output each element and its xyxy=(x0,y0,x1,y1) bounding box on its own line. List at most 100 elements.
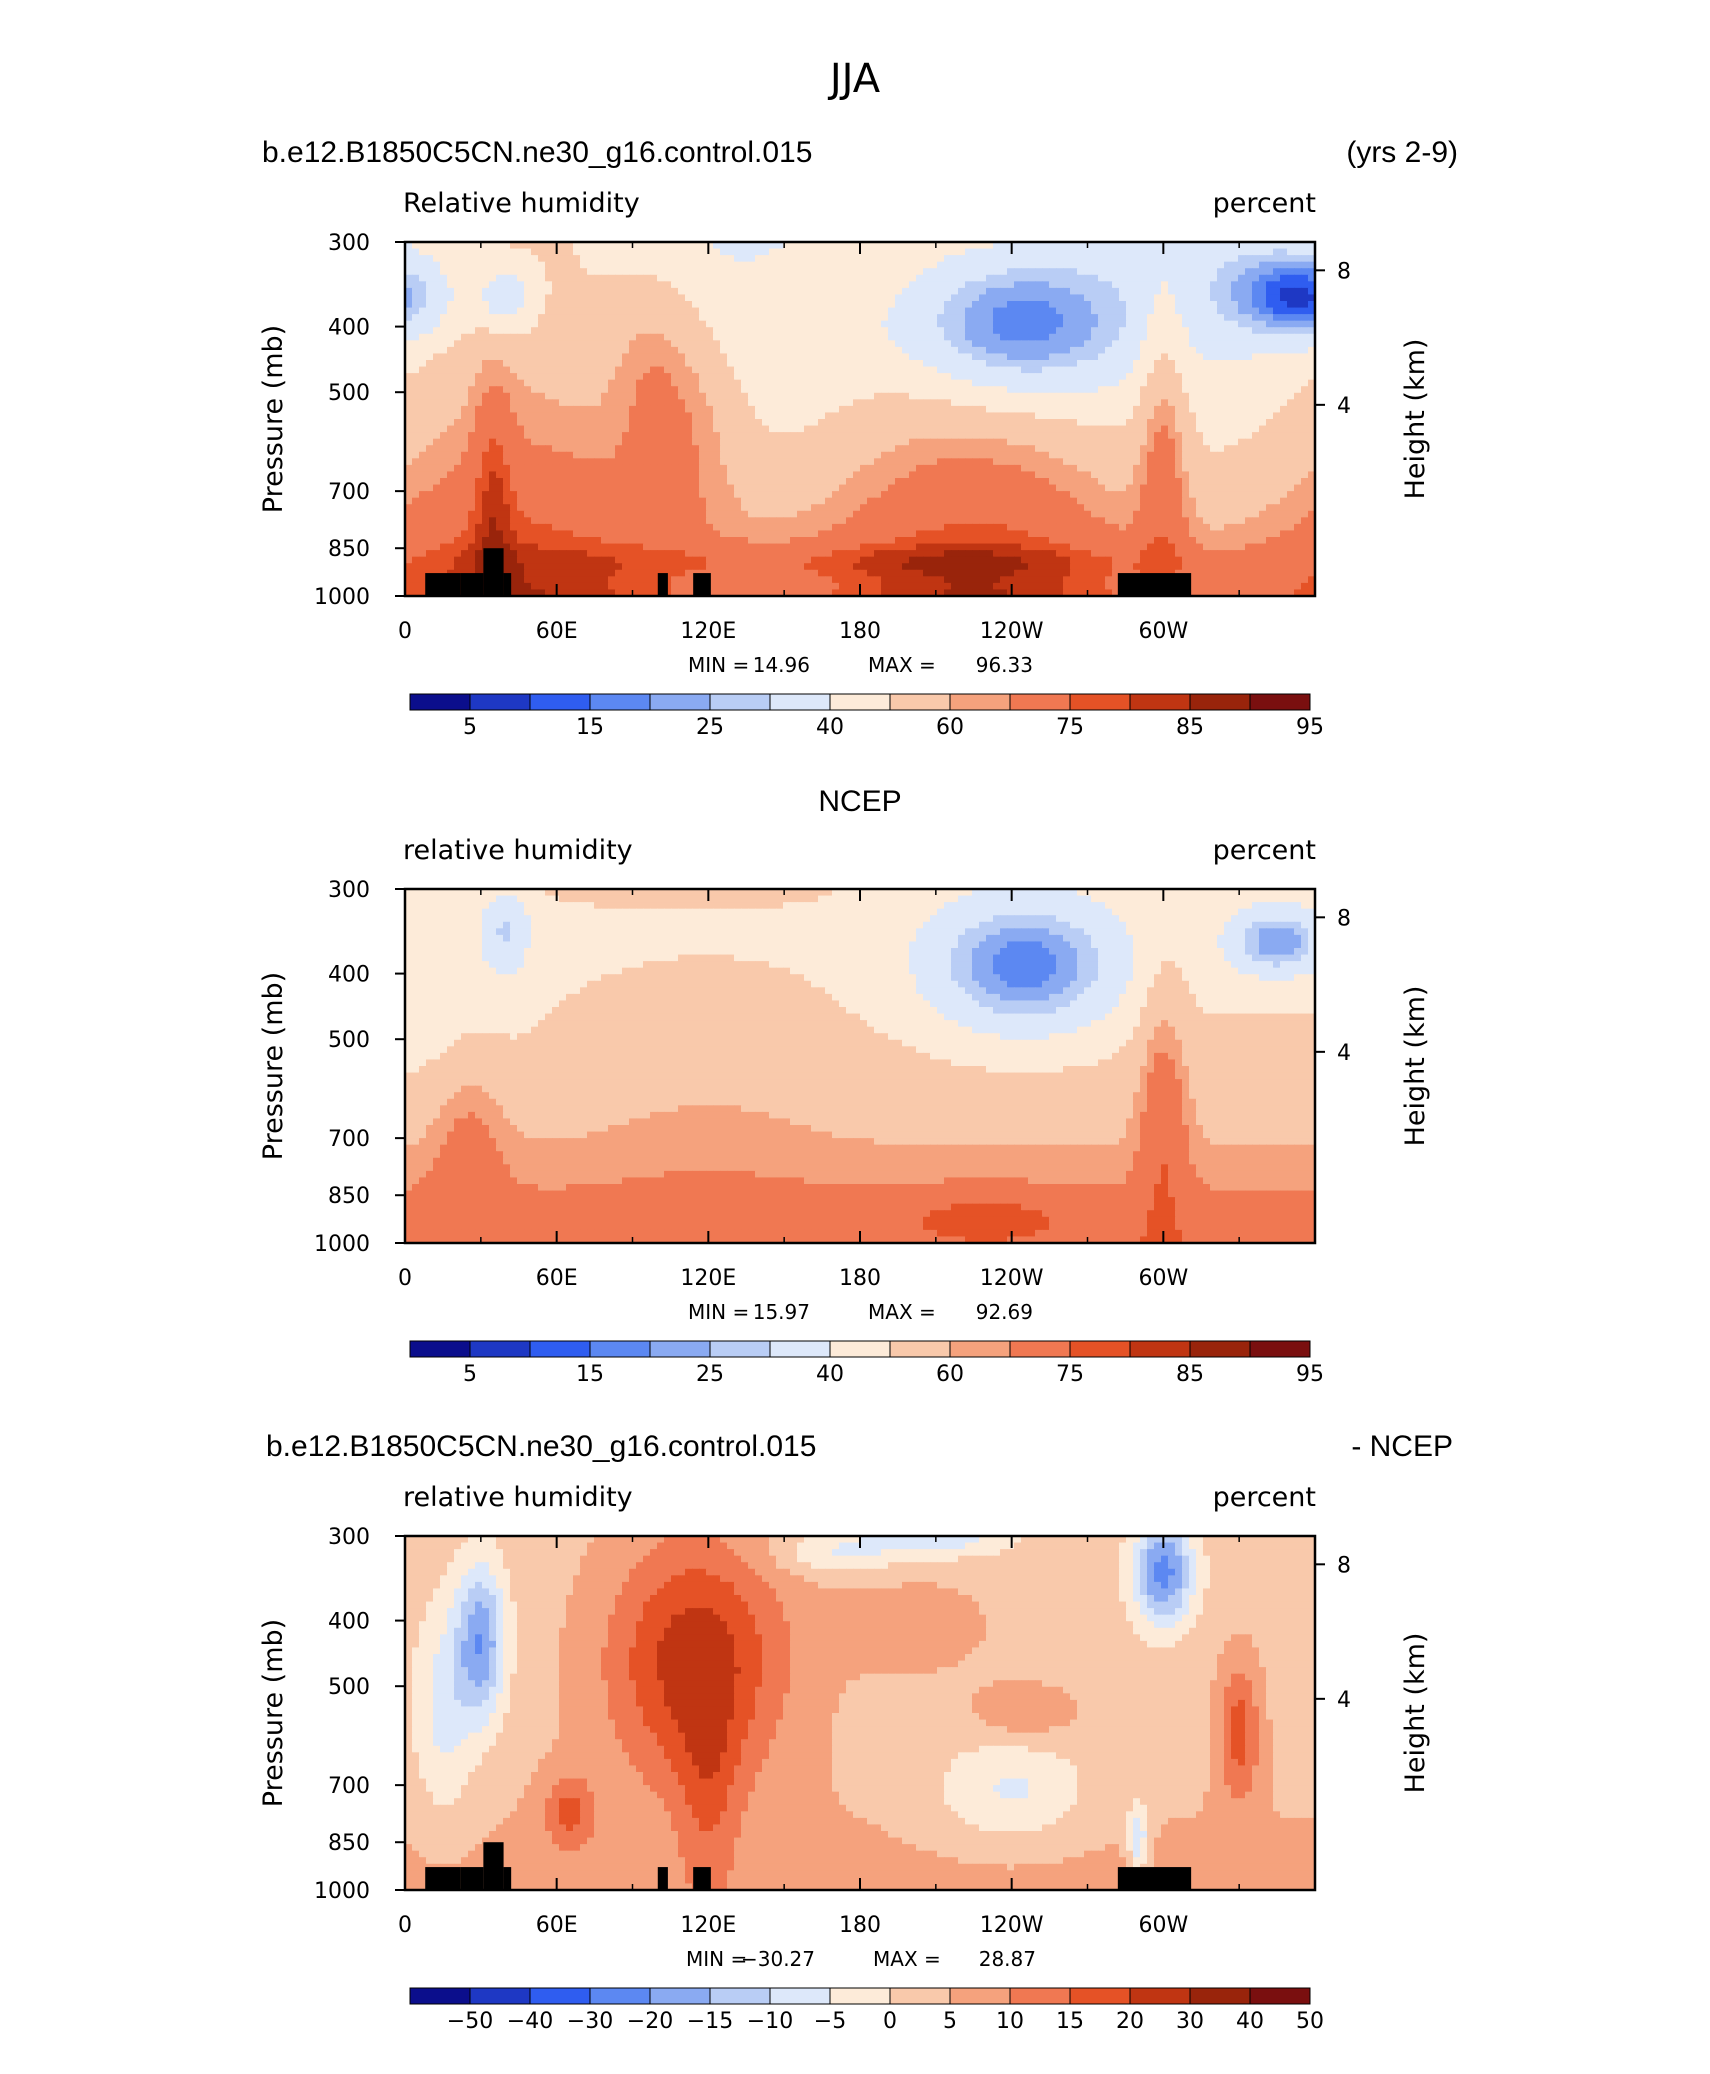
contour-cell xyxy=(993,333,1001,341)
contour-cell xyxy=(895,478,903,486)
contour-cell xyxy=(755,340,763,348)
contour-cell xyxy=(1238,471,1246,479)
contour-cell xyxy=(1077,287,1085,296)
contour-cell xyxy=(552,386,560,394)
contour-cell xyxy=(587,242,595,250)
contour-cell xyxy=(426,419,434,427)
contour-cell xyxy=(447,438,455,446)
contour-cell xyxy=(874,405,882,414)
contour-cell xyxy=(979,373,987,381)
contour-cell xyxy=(937,268,945,276)
contour-cell xyxy=(657,438,665,446)
contour-cell xyxy=(615,419,623,427)
contour-cell xyxy=(930,281,938,289)
contour-cell xyxy=(580,294,588,302)
contour-cell xyxy=(1252,471,1260,479)
contour-cell xyxy=(888,438,896,446)
contour-cell xyxy=(979,478,987,486)
contour-cell xyxy=(1112,366,1120,374)
contour-cell xyxy=(699,399,707,407)
contour-cell xyxy=(1308,346,1315,355)
contour-cell xyxy=(678,478,686,486)
contour-cell xyxy=(1105,432,1113,440)
contour-cell xyxy=(1182,405,1190,414)
contour-cell xyxy=(419,314,427,322)
contour-cell xyxy=(727,248,735,256)
contour-cell xyxy=(1014,458,1022,466)
contour-cell xyxy=(727,287,735,296)
contour-cell xyxy=(1105,281,1113,289)
contour-cell xyxy=(1175,307,1183,315)
contour-cell xyxy=(552,314,560,322)
contour-cell xyxy=(762,445,770,453)
contour-cell xyxy=(839,353,847,361)
contour-cell xyxy=(867,307,875,315)
contour-cell xyxy=(447,346,455,355)
contour-cell xyxy=(860,340,868,348)
contour-cell xyxy=(832,301,840,309)
contour-cell xyxy=(1007,379,1015,387)
contour-cell xyxy=(643,478,651,486)
contour-cell xyxy=(993,314,1001,322)
contour-cell xyxy=(629,379,637,387)
contour-cell xyxy=(405,399,413,407)
contour-cell xyxy=(461,287,469,296)
contour-cell xyxy=(1070,419,1078,427)
contour-cell xyxy=(769,327,777,335)
contour-cell xyxy=(489,314,497,322)
contour-cell xyxy=(1014,471,1022,479)
contour-cell xyxy=(846,307,854,315)
contour-cell xyxy=(1280,320,1288,328)
contour-cell xyxy=(790,274,798,282)
contour-cell xyxy=(447,478,455,486)
contour-cell xyxy=(727,281,735,289)
contour-cell xyxy=(510,242,518,250)
contour-cell xyxy=(706,314,714,322)
contour-cell xyxy=(1014,248,1022,256)
contour-cell xyxy=(419,386,427,394)
contour-cell xyxy=(1035,412,1043,420)
contour-cell xyxy=(1273,405,1281,414)
contour-cell xyxy=(1273,301,1281,309)
contour-cell xyxy=(1007,438,1015,446)
contour-cell xyxy=(1021,379,1029,387)
contour-cell xyxy=(1196,360,1204,368)
contour-cell xyxy=(1287,360,1295,368)
contour-cell xyxy=(1308,287,1315,296)
contour-cell xyxy=(769,255,777,263)
contour-cell xyxy=(594,484,602,492)
contour-cell xyxy=(993,432,1001,440)
contour-cell xyxy=(1308,445,1315,453)
contour-cell xyxy=(573,346,581,355)
contour-cell xyxy=(853,445,861,453)
contour-cell xyxy=(622,484,630,492)
contour-cell xyxy=(860,438,868,446)
contour-cell xyxy=(1175,432,1183,440)
contour-cell xyxy=(1280,242,1288,250)
contour-cell xyxy=(853,268,861,276)
contour-cell xyxy=(538,314,546,322)
contour-cell xyxy=(1238,268,1246,276)
contour-cell xyxy=(426,438,434,446)
contour-cell xyxy=(930,419,938,427)
contour-cell xyxy=(468,314,476,322)
contour-cell xyxy=(510,333,518,341)
contour-cell xyxy=(524,438,532,446)
contour-cell xyxy=(1021,399,1029,407)
contour-cell xyxy=(993,451,1001,459)
contour-cell xyxy=(475,281,483,289)
contour-cell xyxy=(902,379,910,387)
contour-cell xyxy=(1175,471,1183,479)
contour-cell xyxy=(825,360,833,368)
contour-cell xyxy=(895,307,903,315)
contour-cell xyxy=(1182,478,1190,486)
contour-cell xyxy=(426,491,434,499)
contour-cell xyxy=(545,399,553,407)
contour-cell xyxy=(783,425,791,433)
contour-cell xyxy=(671,412,679,420)
contour-cell xyxy=(1126,274,1134,282)
contour-cell xyxy=(1154,399,1162,407)
contour-cell xyxy=(902,320,910,328)
contour-cell xyxy=(951,392,959,400)
contour-cell xyxy=(979,346,987,355)
